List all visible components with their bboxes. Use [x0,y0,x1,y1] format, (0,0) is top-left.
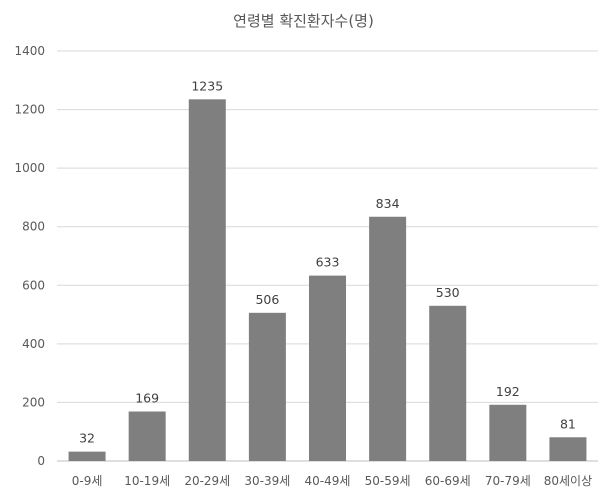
y-tick-label: 1000 [14,161,45,175]
data-label: 32 [79,431,95,446]
chart-title: 연령별 확진환자수(명) [233,12,374,30]
bar [549,437,587,461]
x-tick-label: 60-69세 [425,474,471,488]
y-tick-label: 0 [37,454,45,468]
y-tick-label: 400 [22,337,45,351]
data-label: 192 [496,384,520,399]
x-tick-label: 80세이상 [544,474,592,488]
bar [489,404,527,461]
bar [309,275,346,461]
bar [188,99,226,462]
bar [128,411,166,461]
data-label: 169 [135,391,159,406]
data-label: 530 [436,285,460,300]
x-tick-label: 40-49세 [305,474,351,488]
x-tick-label: 20-29세 [184,474,230,488]
y-tick-label: 800 [22,220,45,234]
data-label: 506 [255,292,279,307]
bar [68,451,106,461]
data-label: 1235 [191,78,223,93]
x-tick-label: 0-9세 [72,474,103,488]
bar [429,305,467,461]
data-label: 633 [316,255,340,270]
x-tick-label: 70-79세 [485,474,531,488]
y-tick-label: 1200 [14,103,45,117]
x-tick-label: 30-39세 [244,474,290,488]
data-label: 834 [376,196,400,211]
bar [369,216,407,461]
x-tick-label: 50-59세 [365,474,411,488]
y-tick-label: 600 [22,278,45,292]
data-label: 81 [560,416,576,431]
bar [248,312,286,461]
y-tick-label: 1400 [14,44,45,58]
x-tick-label: 10-19세 [124,474,170,488]
y-tick-label: 200 [22,395,45,409]
